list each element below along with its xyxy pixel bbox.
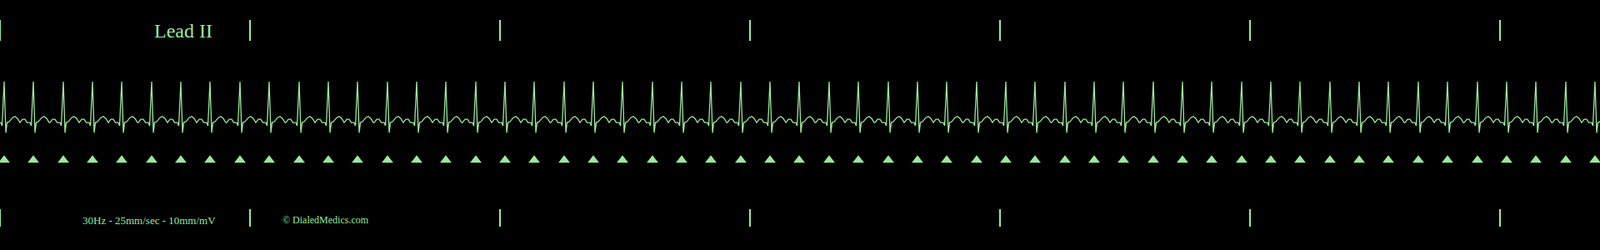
- svg-text:Lead II: Lead II: [154, 20, 213, 42]
- svg-text:© DialedMedics.com: © DialedMedics.com: [282, 214, 370, 226]
- svg-text:30Hz - 25mm/sec - 10mm/mV: 30Hz - 25mm/sec - 10mm/mV: [82, 214, 216, 227]
